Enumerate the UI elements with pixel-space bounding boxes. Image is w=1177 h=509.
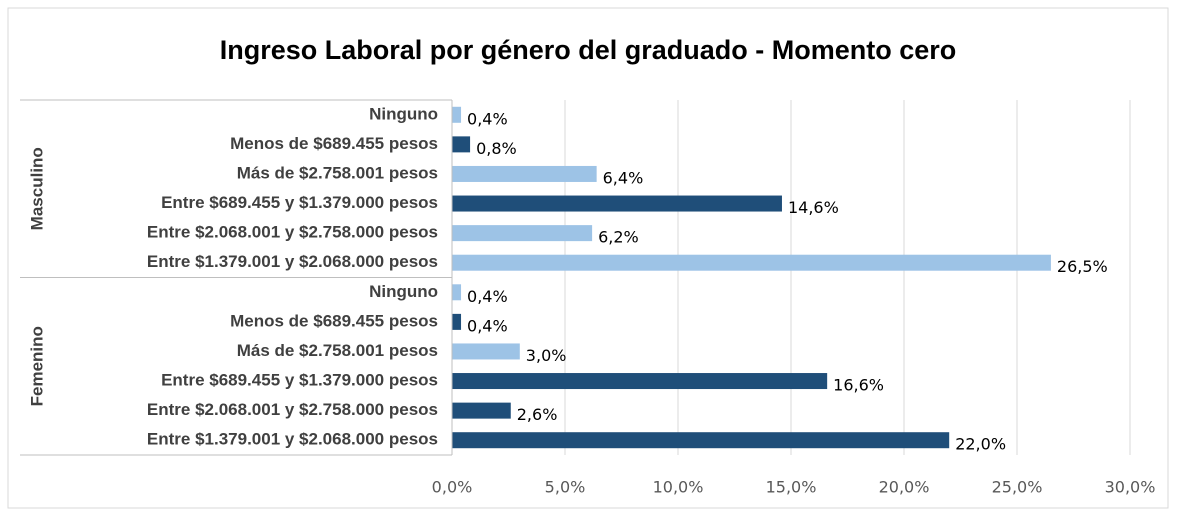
y-tick-label: Ninguno: [369, 282, 438, 301]
data-label: 6,4%: [603, 168, 644, 187]
x-tick-label: 20,0%: [879, 478, 930, 497]
bar: [452, 195, 782, 212]
y-tick-label: Entre $689.455 y $1.379.000 pesos: [161, 193, 438, 212]
data-label: 0,4%: [467, 109, 508, 128]
data-label: 22,0%: [955, 435, 1006, 454]
data-label: 16,6%: [833, 376, 884, 395]
bar: [452, 402, 511, 419]
bar: [452, 373, 828, 390]
bar: [452, 254, 1051, 271]
group-label: Masculino: [27, 147, 46, 230]
bar: [452, 225, 593, 242]
bar: [452, 343, 520, 360]
y-tick-label: Entre $1.379.001 y $2.068.000 pesos: [147, 430, 438, 449]
data-label: 3,0%: [526, 346, 567, 365]
x-tick-label: 10,0%: [653, 478, 704, 497]
x-tick-label: 0,0%: [432, 478, 473, 497]
bar: [452, 165, 597, 182]
data-label: 26,5%: [1057, 257, 1108, 276]
y-tick-label: Entre $2.068.001 y $2.758.000 pesos: [147, 400, 438, 419]
x-tick-label: 30,0%: [1105, 478, 1156, 497]
y-tick-label: Entre $1.379.001 y $2.068.000 pesos: [147, 252, 438, 271]
data-label: 0,8%: [476, 139, 517, 158]
bar: [452, 136, 471, 153]
data-label: 14,6%: [788, 198, 839, 217]
bar: [452, 432, 950, 449]
chart-title: Ingreso Laboral por género del graduado …: [220, 35, 957, 65]
y-tick-label: Menos de $689.455 pesos: [230, 311, 438, 330]
group-label: Femenino: [27, 326, 46, 406]
bar: [452, 284, 462, 301]
bar: [452, 106, 462, 123]
y-tick-label: Entre $689.455 y $1.379.000 pesos: [161, 371, 438, 390]
x-tick-label: 25,0%: [992, 478, 1043, 497]
data-label: 6,2%: [598, 228, 639, 247]
y-tick-label: Más de $2.758.001 pesos: [237, 341, 438, 360]
data-label: 0,4%: [467, 287, 508, 306]
bar: [452, 313, 462, 330]
y-tick-label: Menos de $689.455 pesos: [230, 134, 438, 153]
y-tick-label: Entre $2.068.001 y $2.758.000 pesos: [147, 223, 438, 242]
y-tick-label: Ninguno: [369, 104, 438, 123]
data-label: 2,6%: [517, 405, 558, 424]
data-label: 0,4%: [467, 316, 508, 335]
y-tick-label: Más de $2.758.001 pesos: [237, 163, 438, 182]
x-tick-label: 5,0%: [545, 478, 586, 497]
x-tick-label: 15,0%: [766, 478, 817, 497]
